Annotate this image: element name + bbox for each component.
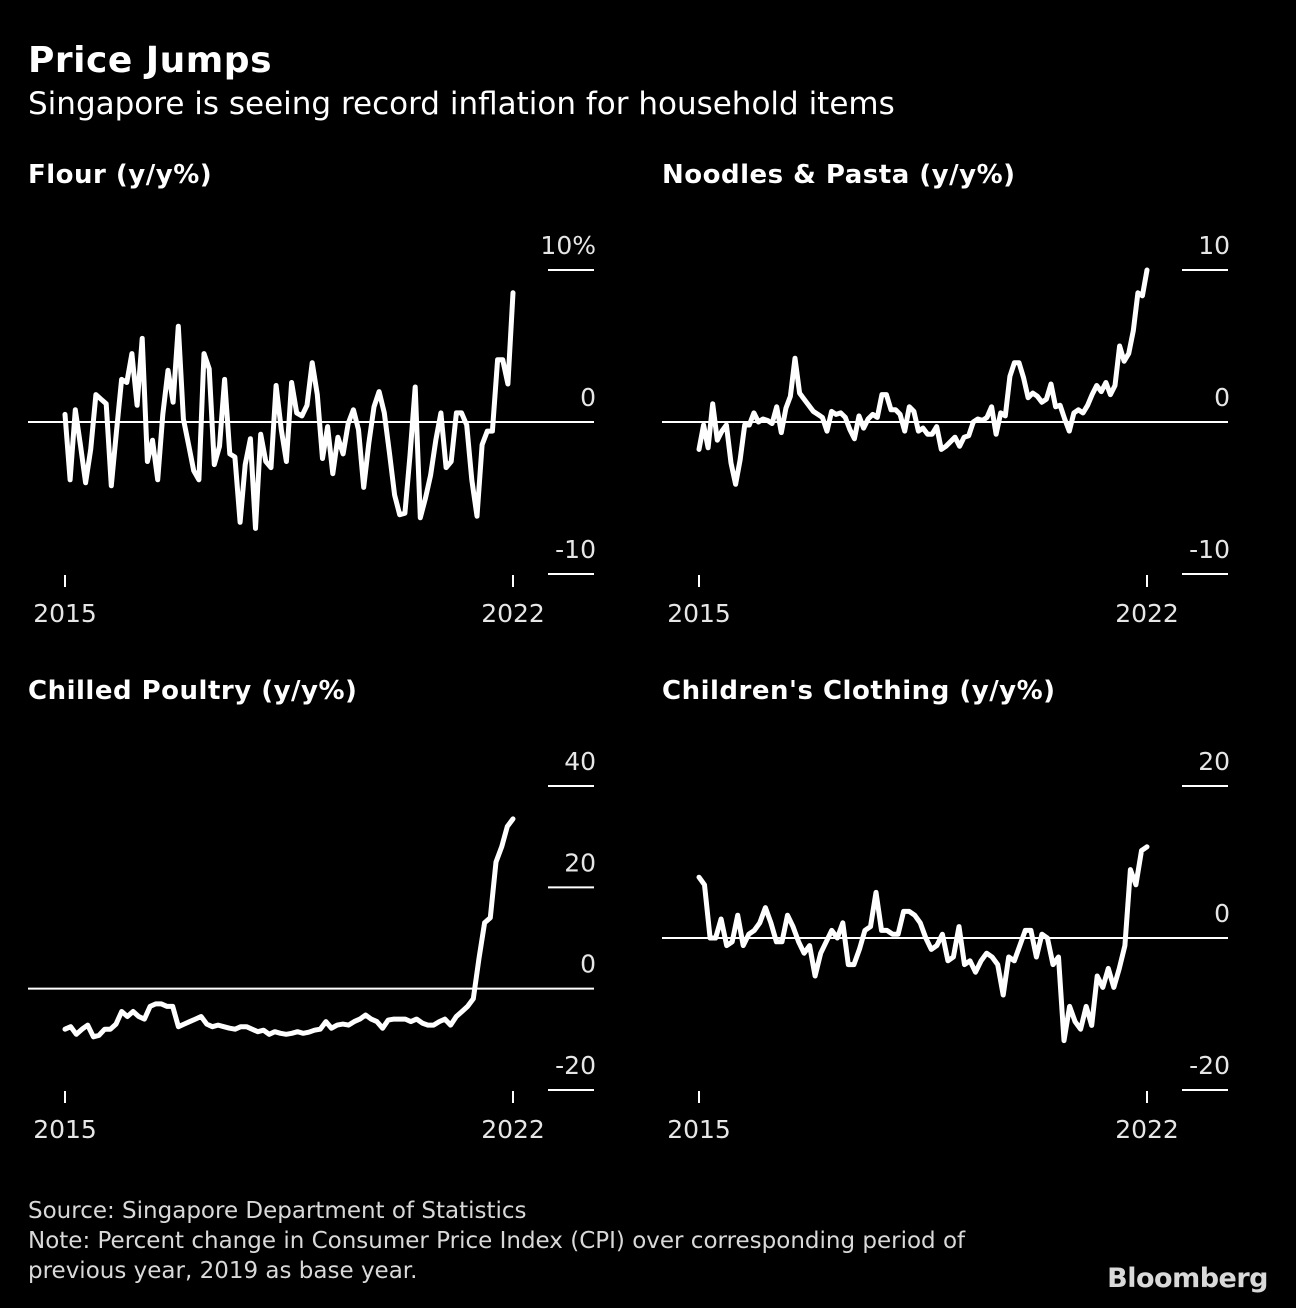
- panel-title: Chilled Poultry (y/y%): [28, 676, 358, 706]
- panel-title: Noodles & Pasta (y/y%): [662, 160, 1016, 190]
- panel-flour: Flour (y/y%) 10% 0 -10 2015 2022: [28, 160, 648, 640]
- chart-subtitle: Singapore is seeing record inflation for…: [28, 86, 895, 122]
- panel-chilled-poultry: Chilled Poultry (y/y%) 40 20 0 -20 2015 2022: [28, 676, 648, 1156]
- x-tick-label: 2022: [481, 599, 545, 628]
- x-tick-label: 2022: [1115, 599, 1179, 628]
- y-tick-label: -10: [555, 535, 596, 564]
- y-tick-label: 10%: [540, 231, 596, 260]
- line-chart-chilled-poultry: 40 20 0 -20 2015 2022: [28, 747, 596, 1144]
- line-chart-flour: 10% 0 -10 2015 2022: [28, 231, 596, 628]
- y-tick-label: 40: [564, 747, 596, 776]
- panel-title: Children's Clothing (y/y%): [662, 676, 1056, 706]
- footer-notes: Source: Singapore Department of Statisti…: [28, 1196, 965, 1286]
- y-tick-label: 0: [1214, 383, 1230, 412]
- x-tick-label: 2022: [481, 1115, 545, 1144]
- y-tick-label: -20: [555, 1051, 596, 1080]
- x-tick-label: 2015: [33, 1115, 97, 1144]
- series-line: [696, 267, 1150, 487]
- source-note: Source: Singapore Department of Statisti…: [28, 1198, 527, 1224]
- method-note: Note: Percent change in Consumer Price I…: [28, 1228, 966, 1254]
- bloomberg-logo: Bloomberg: [1107, 1263, 1268, 1294]
- y-tick-label: 0: [1214, 899, 1230, 928]
- y-tick-label: 20: [1198, 747, 1230, 776]
- series-line: [62, 290, 516, 531]
- chart-title: Price Jumps: [28, 40, 272, 81]
- y-tick-label: 0: [580, 383, 596, 412]
- method-note-continued: previous year, 2019 as base year.: [28, 1258, 418, 1284]
- y-tick-label: -20: [1189, 1051, 1230, 1080]
- y-tick-label: 0: [580, 950, 596, 979]
- x-tick-label: 2015: [667, 1115, 731, 1144]
- series-line: [696, 844, 1150, 1044]
- x-tick-label: 2015: [667, 599, 731, 628]
- series-line: [62, 816, 516, 1040]
- x-tick-label: 2015: [33, 599, 97, 628]
- line-chart-childrens-clothing: 20 0 -20 2015 2022: [662, 747, 1230, 1144]
- panel-noodles-pasta: Noodles & Pasta (y/y%) 10 0 -10 2015 2022: [662, 160, 1282, 640]
- y-tick-label: 10: [1198, 231, 1230, 260]
- line-chart-noodles-pasta: 10 0 -10 2015 2022: [662, 231, 1230, 628]
- y-tick-label: 20: [564, 848, 596, 877]
- panel-childrens-clothing: Children's Clothing (y/y%) 20 0 -20 2015 202…: [662, 676, 1282, 1156]
- panel-title: Flour (y/y%): [28, 160, 213, 190]
- x-tick-label: 2022: [1115, 1115, 1179, 1144]
- y-tick-label: -10: [1189, 535, 1230, 564]
